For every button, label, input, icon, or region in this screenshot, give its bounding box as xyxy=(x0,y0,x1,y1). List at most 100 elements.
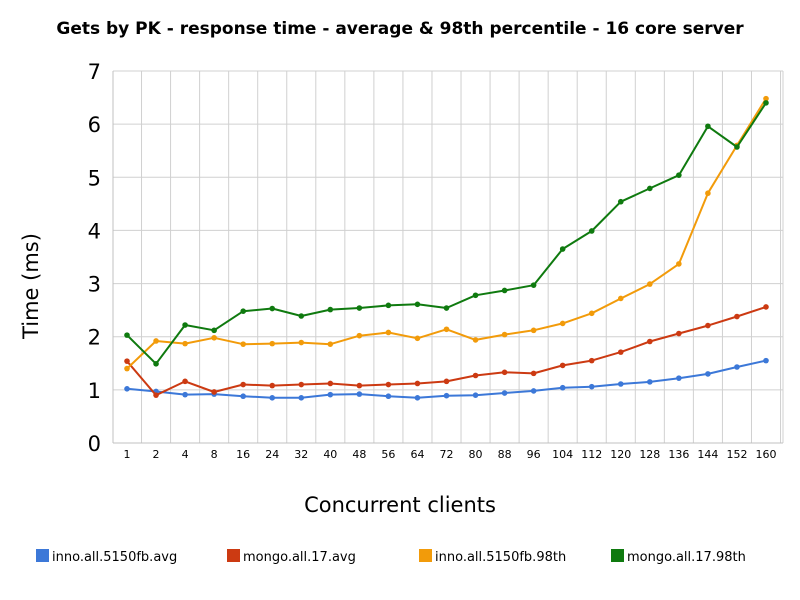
data-point xyxy=(414,301,421,308)
data-point xyxy=(327,306,334,313)
data-point xyxy=(676,375,682,381)
x-tick-label: 128 xyxy=(639,448,660,461)
data-point xyxy=(124,332,130,338)
data-point xyxy=(501,331,508,338)
data-point xyxy=(356,305,363,311)
data-point xyxy=(647,338,653,345)
legend-label: mongo.all.17.98th xyxy=(627,550,746,565)
data-point xyxy=(124,385,130,392)
data-point xyxy=(501,390,508,396)
data-point xyxy=(617,349,624,355)
data-point xyxy=(385,302,392,309)
x-tick-label: 88 xyxy=(498,448,512,461)
legend-item: mongo.all.17.avg xyxy=(227,549,356,565)
data-point xyxy=(588,228,595,234)
data-point xyxy=(676,172,682,178)
data-point xyxy=(124,358,130,364)
legend-label: mongo.all.17.avg xyxy=(243,550,356,565)
data-point xyxy=(734,144,740,150)
x-tick-label: 72 xyxy=(440,448,454,461)
x-tick-label: 16 xyxy=(236,448,250,461)
series-lines xyxy=(124,95,769,401)
y-tick-label: 6 xyxy=(88,113,101,137)
legend-swatch xyxy=(611,549,624,562)
data-point xyxy=(763,357,769,364)
data-point xyxy=(647,281,653,287)
x-tick-label: 80 xyxy=(469,448,483,461)
data-point xyxy=(530,327,537,334)
series-mongo.all.17.98th xyxy=(124,100,769,367)
data-point xyxy=(356,382,363,389)
x-axis-label: Concurrent clients xyxy=(304,493,496,517)
legend-swatch xyxy=(419,549,432,562)
data-point xyxy=(298,339,305,346)
legend-item: inno.all.5150fb.avg xyxy=(36,549,177,565)
data-point xyxy=(327,391,334,398)
x-tick-label: 96 xyxy=(527,448,541,461)
legend-swatch xyxy=(227,549,240,562)
data-point xyxy=(269,382,276,389)
data-point xyxy=(211,334,217,341)
x-tick-label: 136 xyxy=(668,448,689,461)
data-point xyxy=(617,381,624,387)
y-tick-label: 1 xyxy=(88,379,101,403)
data-point xyxy=(298,395,305,401)
data-point xyxy=(124,365,130,372)
series-mongo.all.17.avg xyxy=(124,304,769,398)
x-tick-label: 4 xyxy=(182,448,189,461)
y-tick-label: 0 xyxy=(88,432,101,456)
x-tick-label: 160 xyxy=(756,448,777,461)
data-point xyxy=(588,357,595,364)
data-point xyxy=(647,185,653,192)
x-tick-label: 64 xyxy=(410,448,424,461)
data-point xyxy=(240,308,246,315)
data-point xyxy=(501,369,508,376)
data-point xyxy=(182,378,188,385)
data-point xyxy=(443,326,450,333)
x-tick-label: 48 xyxy=(352,448,366,461)
data-point xyxy=(559,362,566,369)
series-inno.all.5150fb.98th xyxy=(124,95,769,372)
data-point xyxy=(298,313,305,319)
data-point xyxy=(559,384,566,391)
data-point xyxy=(385,393,392,400)
x-tick-label: 120 xyxy=(610,448,631,461)
data-point xyxy=(676,261,682,267)
data-point xyxy=(153,338,159,344)
data-point xyxy=(559,320,566,327)
x-tick-label: 56 xyxy=(381,448,395,461)
legend: inno.all.5150fb.avg mongo.all.17.avg inno.… xyxy=(36,549,746,565)
data-point xyxy=(211,327,217,334)
data-point xyxy=(472,337,479,343)
data-point xyxy=(385,381,392,388)
data-point xyxy=(269,395,276,401)
data-point xyxy=(647,379,653,385)
grid xyxy=(112,70,784,444)
data-point xyxy=(443,392,450,399)
data-point xyxy=(705,190,711,197)
y-axis: 0 1 2 3 4 5 6 7 xyxy=(88,60,101,456)
data-point xyxy=(472,292,479,299)
data-point xyxy=(617,295,624,302)
x-tick-label: 144 xyxy=(697,448,718,461)
y-axis-label: Time (ms) xyxy=(19,233,43,340)
data-point xyxy=(269,340,276,347)
data-point xyxy=(240,341,246,347)
data-point xyxy=(617,198,624,205)
legend-label: inno.all.5150fb.98th xyxy=(435,550,566,565)
data-point xyxy=(153,361,159,367)
data-point xyxy=(414,335,421,342)
data-point xyxy=(705,322,711,329)
data-point xyxy=(153,392,159,398)
data-point xyxy=(501,287,508,294)
data-point xyxy=(588,383,595,390)
data-point xyxy=(472,372,479,379)
legend-item: mongo.all.17.98th xyxy=(611,549,746,565)
x-tick-label: 40 xyxy=(323,448,337,461)
series-line xyxy=(126,102,767,365)
data-point xyxy=(763,95,769,102)
legend-swatch xyxy=(36,549,49,562)
data-point xyxy=(734,313,740,320)
data-point xyxy=(530,388,537,394)
